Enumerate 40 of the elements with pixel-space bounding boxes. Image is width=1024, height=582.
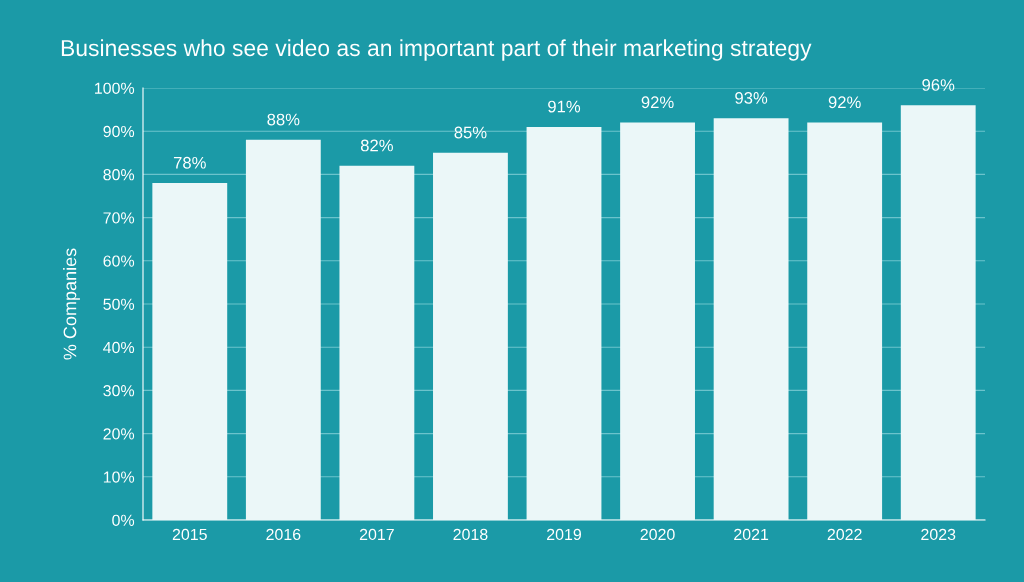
data-label: 93%	[735, 92, 768, 104]
y-axis-title: % Companies	[63, 248, 80, 360]
x-tick-label: 2017	[359, 528, 394, 541]
data-label: 85%	[454, 126, 487, 139]
x-tick-label: 2016	[266, 528, 301, 541]
data-label: 78%	[173, 156, 206, 169]
x-tick-label: 2015	[172, 528, 207, 541]
bar	[713, 118, 789, 520]
bar	[526, 126, 602, 520]
bar	[339, 165, 415, 520]
data-label: 96%	[922, 79, 955, 91]
y-tick-label: 80%	[103, 169, 135, 181]
x-tick-label: 2018	[453, 528, 488, 541]
bar	[245, 139, 321, 520]
data-label: 82%	[360, 139, 393, 152]
y-tick-label: 30%	[103, 385, 135, 397]
bar	[433, 152, 508, 520]
x-tick-label: 2019	[547, 528, 582, 541]
y-tick-label: 10%	[103, 471, 135, 483]
x-tick-label: 2022	[827, 528, 862, 541]
data-label: 91%	[548, 100, 581, 113]
data-label: 92%	[641, 96, 674, 109]
x-tick-label: 2021	[734, 528, 769, 541]
y-tick-label: 100%	[95, 82, 135, 94]
y-tick-label: 90%	[103, 125, 135, 138]
x-tick-label: 2020	[640, 528, 675, 541]
bar	[620, 122, 695, 520]
y-tick-label: 0%	[112, 514, 135, 526]
bar	[807, 122, 883, 520]
y-tick-label: 60%	[103, 255, 135, 267]
chart-title: Businesses who see video as an important part of their marketing strategy	[61, 39, 812, 61]
bar	[900, 105, 976, 520]
y-tick-label: 70%	[103, 212, 135, 224]
y-tick-label: 20%	[103, 428, 135, 440]
y-tick-label: 50%	[103, 298, 135, 310]
data-label: 92%	[828, 96, 861, 109]
x-tick-label: 2023	[921, 528, 956, 541]
y-tick-label: 40%	[103, 341, 135, 354]
bar	[152, 183, 228, 520]
data-label: 88%	[267, 113, 300, 126]
